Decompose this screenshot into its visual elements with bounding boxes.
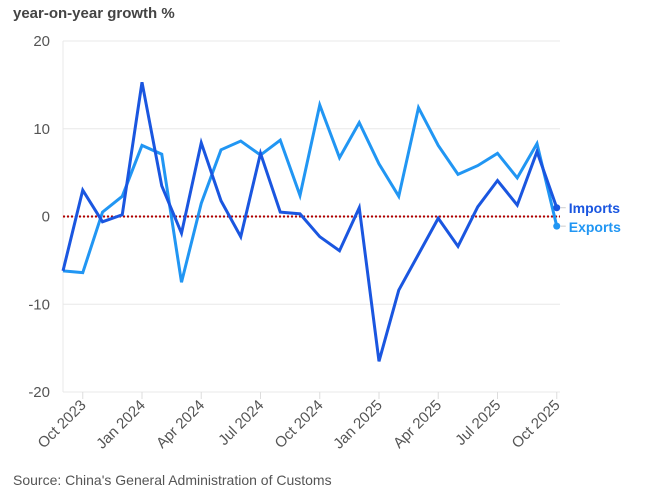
y-tick-label: -10 — [28, 296, 50, 313]
x-tick-label: Jul 2025 — [452, 397, 504, 449]
x-tick-label: Jul 2024 — [215, 397, 267, 449]
x-tick-label: Oct 2025 — [509, 397, 564, 452]
end-point-imports — [553, 204, 561, 212]
source-note: Source: China's General Administration o… — [13, 472, 332, 488]
x-tick-label: Jan 2024 — [93, 397, 149, 453]
legend-label-imports: Imports — [569, 200, 621, 216]
x-tick-label: Apr 2025 — [390, 397, 445, 452]
series-line-exports — [62, 99, 559, 283]
series-line-imports — [61, 81, 559, 362]
x-tick-label: Apr 2024 — [153, 397, 208, 452]
y-tick-label: 20 — [33, 33, 50, 50]
y-tick-label: 10 — [33, 121, 50, 138]
y-tick-label: 0 — [42, 209, 50, 226]
x-tick-label: Oct 2024 — [272, 397, 327, 452]
legend-label-exports: Exports — [569, 219, 621, 235]
y-axis-label: year-on-year growth % — [13, 5, 175, 22]
end-point-exports — [553, 222, 561, 230]
x-tick-label: Oct 2023 — [35, 397, 90, 452]
y-tick-label: -20 — [28, 384, 50, 401]
x-tick-label: Jan 2025 — [330, 397, 386, 453]
